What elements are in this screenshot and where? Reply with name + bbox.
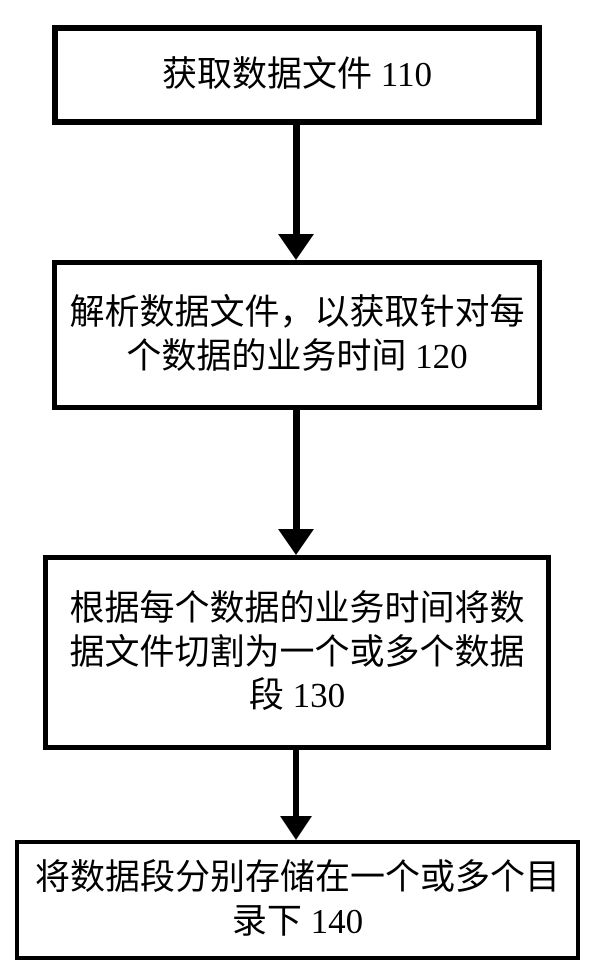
flow-node-1: 获取数据文件 110 <box>52 25 542 125</box>
arrow-2-shaft <box>293 410 300 529</box>
flow-node-3: 根据每个数据的业务时间将数据文件切割为一个或多个数据段 130 <box>43 555 551 750</box>
flowchart-canvas: { "type": "flowchart", "background_color… <box>0 0 598 969</box>
flow-node-4: 将数据段分别存储在一个或多个目录下 140 <box>15 840 580 960</box>
arrow-3-head-icon <box>280 816 312 840</box>
arrow-3-shaft <box>293 750 299 816</box>
arrow-2-head-icon <box>278 529 314 555</box>
arrow-1-head-icon <box>278 234 314 260</box>
flow-node-2: 解析数据文件，以获取针对每个数据的业务时间 120 <box>52 260 542 410</box>
arrow-1-shaft <box>293 125 300 234</box>
